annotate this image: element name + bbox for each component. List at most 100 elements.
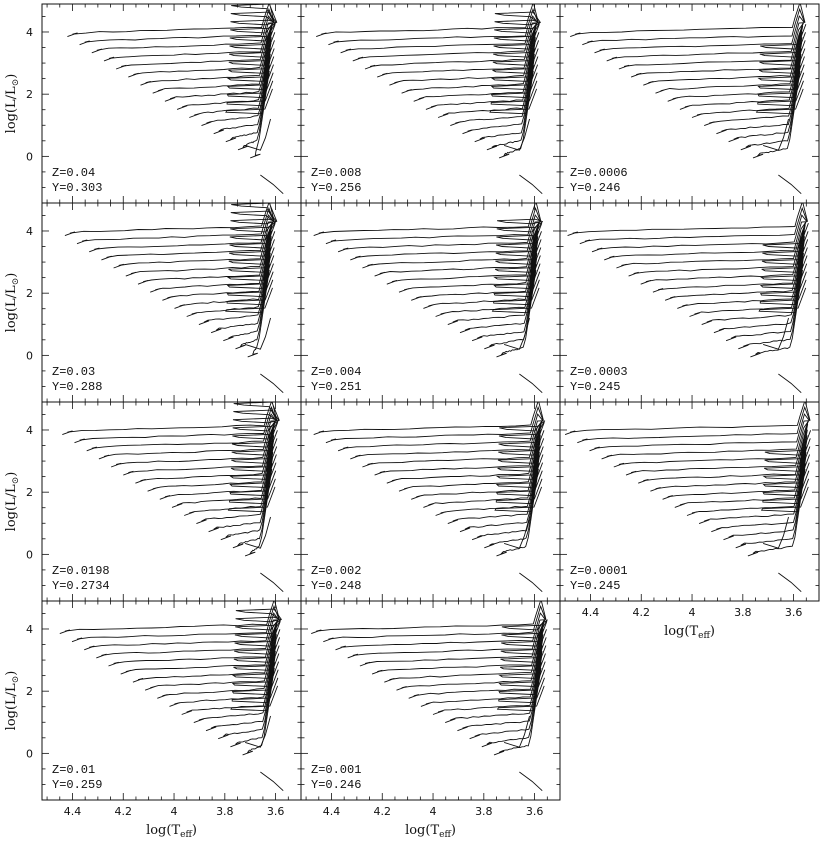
evolutionary-track: [157, 628, 280, 699]
evolutionary-track: [108, 619, 281, 667]
evolutionary-track: [601, 420, 810, 460]
evolutionary-track: [752, 70, 801, 159]
evolutionary-track: [244, 468, 273, 557]
y-tick-label: 0: [26, 150, 33, 163]
evolutionary-track: [493, 667, 542, 756]
evolutionary-track: [337, 214, 543, 253]
evolutionary-track: [386, 221, 542, 285]
x-tick-label: 4.4: [582, 606, 600, 619]
y-tick-label: 2: [26, 88, 33, 101]
helium-label: Y=0.251: [311, 380, 361, 394]
evolutionary-track: [71, 604, 282, 643]
evolutionary-track: [398, 424, 545, 492]
panel-r1c0: Z=0.03Y=0.288 0 2 4 log(L/L⊙): [4, 202, 302, 403]
x-tick-label: 3.6: [785, 606, 803, 619]
metallicity-label: Z=0.04: [52, 166, 95, 180]
evolutionary-track: [364, 22, 540, 70]
evolutionary-track: [408, 628, 547, 699]
evolutionary-track: [362, 221, 543, 269]
low-mass-track: [260, 373, 284, 394]
evolutionary-track: [140, 22, 276, 86]
evolutionary-track: [591, 214, 808, 253]
track-group: [67, 4, 284, 195]
evolutionary-track: [396, 623, 547, 691]
low-mass-track: [260, 572, 284, 593]
evolutionary-track: [664, 230, 808, 301]
evolutionary-track: [496, 468, 539, 557]
evolutionary-track: [747, 468, 806, 557]
y-tick-label: 4: [26, 225, 33, 238]
evolutionary-track: [316, 4, 539, 38]
evolutionary-track: [162, 230, 275, 301]
evolutionary-track: [350, 420, 546, 460]
helium-label: Y=0.245: [570, 380, 620, 394]
evolutionary-track: [674, 435, 811, 508]
metallicity-label: Z=0.008: [311, 166, 361, 180]
evolutionary-track: [643, 22, 806, 86]
metallicity-label: Z=0.03: [52, 365, 95, 379]
evolutionary-track: [398, 225, 542, 293]
evolutionary-track: [350, 221, 543, 261]
evolutionary-track: [79, 7, 277, 46]
track-group: [564, 402, 812, 593]
y-tick-label: 4: [26, 26, 33, 39]
low-mass-track: [245, 516, 271, 549]
x-tick-label: 3.6: [526, 805, 544, 818]
evolutionary-track: [137, 221, 276, 285]
low-mass-track: [763, 317, 789, 350]
evolutionary-track: [125, 221, 276, 277]
evolutionary-track: [313, 203, 542, 237]
evolutionary-track: [123, 420, 279, 476]
evolutionary-track: [377, 22, 540, 78]
evolutionary-track: [374, 420, 545, 476]
evolutionary-track: [579, 206, 808, 245]
evolutionary-track: [128, 22, 276, 78]
evolutionary-track: [589, 413, 810, 452]
y-tick-label: 4: [26, 424, 33, 437]
evolutionary-track: [132, 619, 281, 683]
track-group: [311, 601, 548, 792]
evolutionary-track: [570, 4, 806, 38]
y-tick-label: 0: [26, 349, 33, 362]
evolutionary-track: [101, 221, 277, 261]
metallicity-label: Z=0.004: [311, 365, 361, 379]
x-tick-label: 4: [430, 805, 437, 818]
evolutionary-track: [384, 619, 547, 683]
evolutionary-track: [740, 65, 801, 151]
evolutionary-track: [655, 26, 806, 94]
x-tick-label: 4.2: [633, 606, 651, 619]
x-axis-label: log(Teff): [405, 823, 456, 840]
low-mass-track: [260, 174, 284, 195]
helium-label: Y=0.245: [570, 579, 620, 593]
evolutionary-track: [89, 214, 277, 253]
x-tick-label: 3.8: [475, 805, 493, 818]
y-axis-label: log(L/L⊙): [4, 472, 21, 532]
track-group: [316, 4, 543, 195]
evolutionary-track: [237, 65, 271, 151]
evolutionary-track: [413, 31, 539, 102]
evolutionary-track: [618, 22, 805, 70]
evolutionary-track: [437, 42, 539, 118]
evolutionary-track: [86, 413, 279, 452]
evolutionary-track: [235, 264, 271, 350]
x-tick-label: 4.4: [323, 805, 341, 818]
evolutionary-track: [230, 662, 276, 748]
helium-label: Y=0.246: [311, 778, 361, 792]
evolutionary-track: [625, 420, 809, 476]
helium-label: Y=0.288: [52, 380, 102, 394]
x-tick-label: 4.2: [115, 805, 133, 818]
evolutionary-track: [371, 619, 548, 675]
evolutionary-track: [650, 424, 811, 492]
panel-frame: [559, 401, 820, 602]
helium-label: Y=0.2734: [52, 579, 110, 593]
evolutionary-track: [328, 7, 541, 46]
low-mass-track: [763, 118, 789, 151]
evolutionary-track: [567, 203, 809, 237]
x-axis-label: log(Teff): [664, 624, 715, 641]
low-mass-track: [778, 572, 802, 593]
metallicity-label: Z=0.0198: [52, 564, 110, 578]
